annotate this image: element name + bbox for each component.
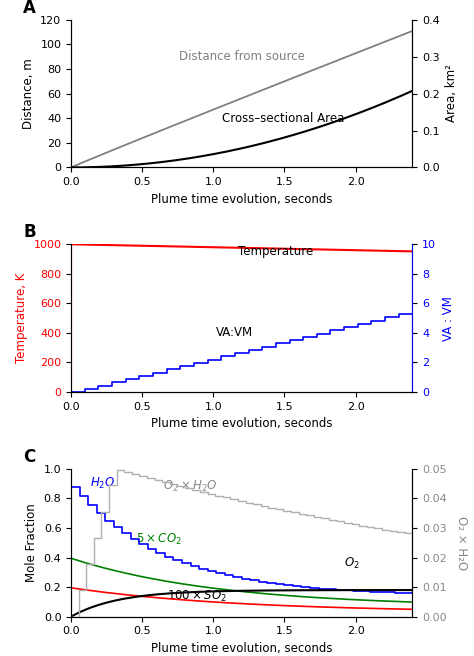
Y-axis label: O₂ × H₂O: O₂ × H₂O xyxy=(455,516,468,570)
Y-axis label: Mole Fraction: Mole Fraction xyxy=(25,503,38,582)
Text: Distance from source: Distance from source xyxy=(179,50,305,63)
X-axis label: Plume time evolution, seconds: Plume time evolution, seconds xyxy=(151,193,332,206)
X-axis label: Plume time evolution, seconds: Plume time evolution, seconds xyxy=(151,417,332,430)
Text: $100\times SO_2$: $100\times SO_2$ xyxy=(167,589,227,604)
Text: Cross–sectional Area: Cross–sectional Area xyxy=(221,112,344,125)
Text: B: B xyxy=(23,223,36,241)
Text: $O_2$: $O_2$ xyxy=(344,556,360,571)
Text: C: C xyxy=(23,448,36,466)
Text: VA:VM: VA:VM xyxy=(216,326,254,339)
Text: $O_2 \times H_2O$: $O_2 \times H_2O$ xyxy=(163,479,218,494)
Text: $H_2O$: $H_2O$ xyxy=(90,476,115,491)
Y-axis label: Distance, m: Distance, m xyxy=(22,58,35,129)
Text: $5\times CO_2$: $5\times CO_2$ xyxy=(136,532,182,547)
Y-axis label: Area, km²: Area, km² xyxy=(446,65,458,123)
Y-axis label: VA : VM: VA : VM xyxy=(442,296,455,340)
Text: A: A xyxy=(23,0,36,16)
Text: Temperature: Temperature xyxy=(238,245,313,258)
Y-axis label: Temperature, K: Temperature, K xyxy=(15,273,28,363)
X-axis label: Plume time evolution, seconds: Plume time evolution, seconds xyxy=(151,642,332,655)
